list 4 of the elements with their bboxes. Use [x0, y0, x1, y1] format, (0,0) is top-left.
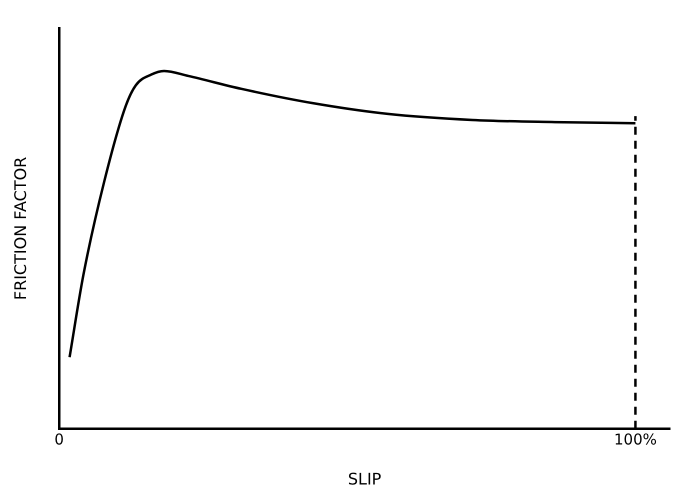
- x-tick-label: 0: [54, 430, 64, 449]
- x-axis-title: SLIP: [348, 470, 382, 489]
- y-axis-title: FRICTION FACTOR: [10, 156, 30, 300]
- x-tick-label: 100%: [614, 430, 657, 449]
